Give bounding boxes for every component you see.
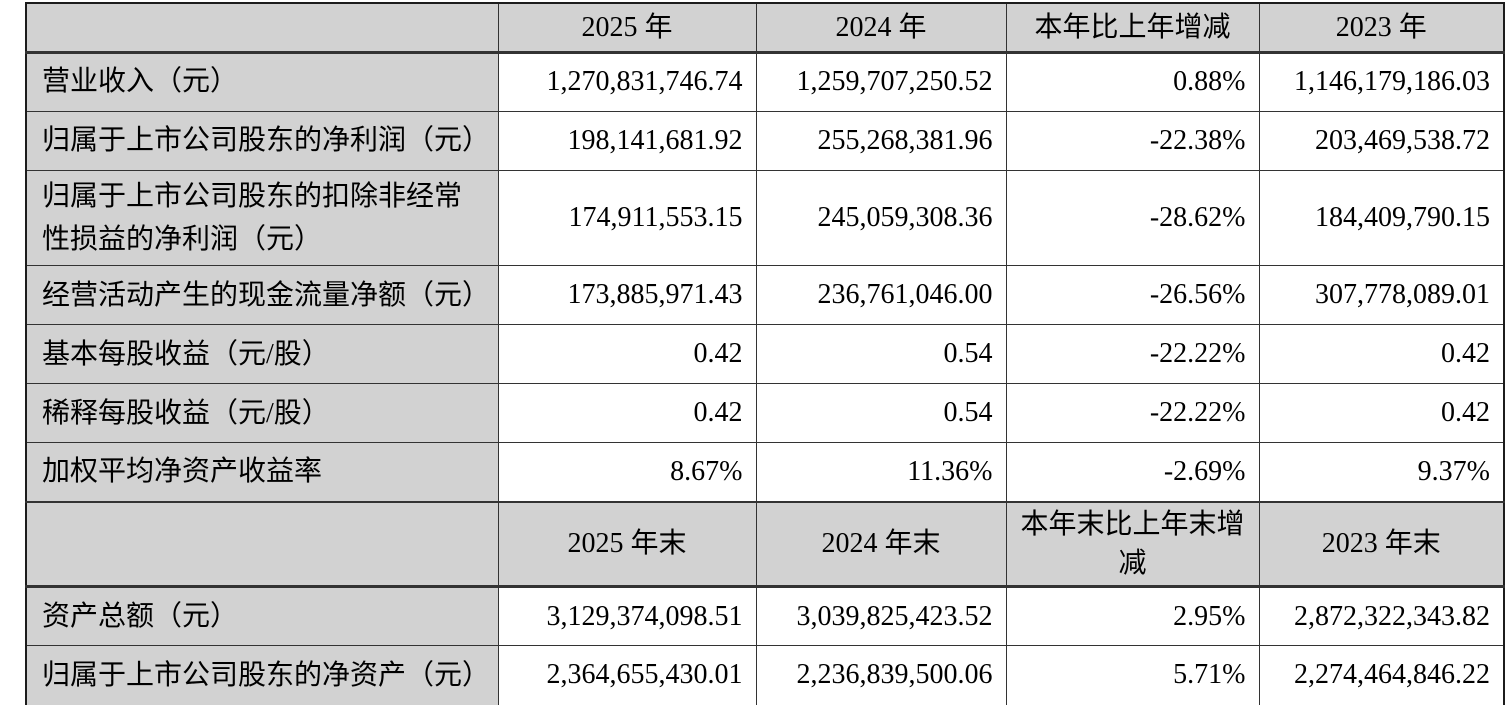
row-label: 归属于上市公司股东的扣除非经常性损益的净利润（元）: [25, 169, 499, 267]
header-row-yearend: 2025 年末 2024 年末 本年末比上年末增减 2023 年末: [25, 500, 1505, 589]
cell-value: 255,268,381.96: [755, 110, 1007, 171]
financial-summary-table: 2025 年 2024 年 本年比上年增减 2023 年 营业收入（元） 1,2…: [25, 2, 1505, 705]
column-header-2023: 2023 年: [1258, 2, 1505, 54]
column-header-2025: 2025 年: [497, 2, 757, 54]
cell-value: 3,039,825,423.52: [755, 586, 1007, 647]
cell-value: 245,059,308.36: [755, 169, 1007, 267]
row-label: 经营活动产生的现金流量净额（元）: [25, 265, 499, 326]
cell-value: 0.42: [497, 383, 757, 444]
row-label: 营业收入（元）: [25, 51, 499, 112]
table-row-operating-cash-flow: 经营活动产生的现金流量净额（元） 173,885,971.43 236,761,…: [25, 265, 1505, 326]
cell-value: -26.56%: [1005, 265, 1260, 326]
table-row-total-assets: 资产总额（元） 3,129,374,098.51 3,039,825,423.5…: [25, 586, 1505, 647]
cell-value: 203,469,538.72: [1258, 110, 1505, 171]
cell-value: 0.88%: [1005, 51, 1260, 112]
cell-value: 173,885,971.43: [497, 265, 757, 326]
row-label: 归属于上市公司股东的净资产（元）: [25, 645, 499, 705]
cell-value: -22.22%: [1005, 324, 1260, 385]
cell-value: 184,409,790.15: [1258, 169, 1505, 267]
table-row-revenue: 营业收入（元） 1,270,831,746.74 1,259,707,250.5…: [25, 51, 1505, 112]
header-row-annual: 2025 年 2024 年 本年比上年增减 2023 年: [25, 2, 1505, 54]
row-label: 归属于上市公司股东的净利润（元）: [25, 110, 499, 171]
table-row-net-profit-excl-nonrecurring: 归属于上市公司股东的扣除非经常性损益的净利润（元） 174,911,553.15…: [25, 169, 1505, 267]
cell-value: -28.62%: [1005, 169, 1260, 267]
cell-value: 236,761,046.00: [755, 265, 1007, 326]
cell-value: 2,364,655,430.01: [497, 645, 757, 705]
cell-value: 2,872,322,343.82: [1258, 586, 1505, 647]
row-label: 稀释每股收益（元/股）: [25, 383, 499, 444]
table-row-net-profit: 归属于上市公司股东的净利润（元） 198,141,681.92 255,268,…: [25, 110, 1505, 171]
table-row-diluted-eps: 稀释每股收益（元/股） 0.42 0.54 -22.22% 0.42: [25, 383, 1505, 444]
column-header-blank: [25, 500, 499, 589]
cell-value: 2,274,464,846.22: [1258, 645, 1505, 705]
cell-value: 307,778,089.01: [1258, 265, 1505, 326]
cell-value: 0.54: [755, 383, 1007, 444]
column-header-2024-end: 2024 年末: [755, 500, 1007, 589]
table-row-basic-eps: 基本每股收益（元/股） 0.42 0.54 -22.22% 0.42: [25, 324, 1505, 385]
row-label: 基本每股收益（元/股）: [25, 324, 499, 385]
cell-value: 0.42: [1258, 383, 1505, 444]
column-header-2024: 2024 年: [755, 2, 1007, 54]
cell-value: 1,259,707,250.52: [755, 51, 1007, 112]
cell-value: 8.67%: [497, 442, 757, 503]
cell-value: -22.38%: [1005, 110, 1260, 171]
cell-value: -22.22%: [1005, 383, 1260, 444]
table-row-net-assets: 归属于上市公司股东的净资产（元） 2,364,655,430.01 2,236,…: [25, 645, 1505, 705]
cell-value: 0.54: [755, 324, 1007, 385]
column-header-2023-end: 2023 年末: [1258, 500, 1505, 589]
cell-value: -2.69%: [1005, 442, 1260, 503]
cell-value: 2.95%: [1005, 586, 1260, 647]
cell-value: 3,129,374,098.51: [497, 586, 757, 647]
cell-value: 2,236,839,500.06: [755, 645, 1007, 705]
cell-value: 11.36%: [755, 442, 1007, 503]
cell-value: 198,141,681.92: [497, 110, 757, 171]
cell-value: 1,146,179,186.03: [1258, 51, 1505, 112]
row-label: 加权平均净资产收益率: [25, 442, 499, 503]
column-header-2025-end: 2025 年末: [497, 500, 757, 589]
cell-value: 1,270,831,746.74: [497, 51, 757, 112]
cell-value: 5.71%: [1005, 645, 1260, 705]
column-header-yearend-change: 本年末比上年末增减: [1005, 500, 1260, 589]
row-label: 资产总额（元）: [25, 586, 499, 647]
cell-value: 0.42: [1258, 324, 1505, 385]
column-header-yoy-change: 本年比上年增减: [1005, 2, 1260, 54]
cell-value: 174,911,553.15: [497, 169, 757, 267]
table-row-weighted-avg-roe: 加权平均净资产收益率 8.67% 11.36% -2.69% 9.37%: [25, 442, 1505, 503]
cell-value: 0.42: [497, 324, 757, 385]
cell-value: 9.37%: [1258, 442, 1505, 503]
column-header-blank: [25, 2, 499, 54]
